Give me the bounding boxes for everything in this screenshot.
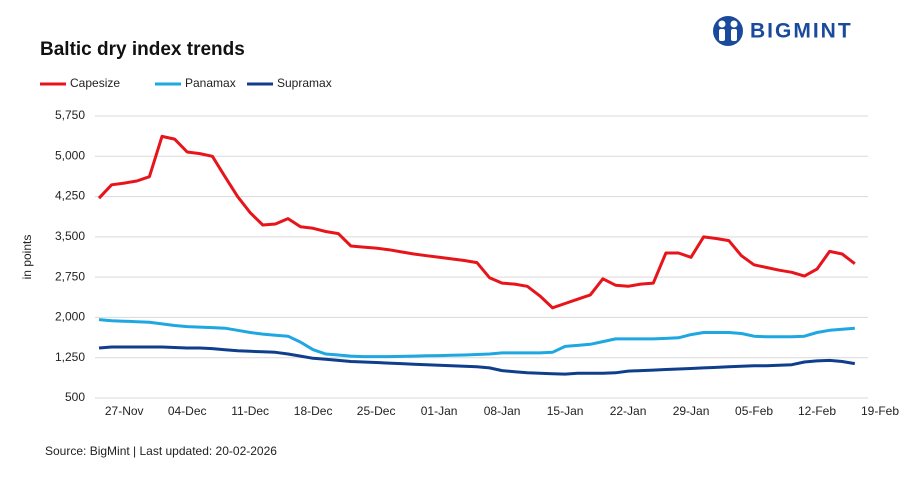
x-tick-label: 15-Jan — [547, 404, 584, 418]
y-tick-label: 2,750 — [55, 269, 85, 283]
legend-label: Capesize — [70, 76, 120, 90]
y-tick-label: 5,750 — [55, 108, 85, 122]
logo: BIGMINT — [713, 16, 853, 46]
series-line — [97, 134, 856, 310]
logo-icon — [718, 20, 726, 28]
x-tick-label: 19-Feb — [861, 404, 899, 418]
x-tick-label: 04-Dec — [168, 404, 207, 418]
legend-label: Panamax — [185, 76, 236, 90]
logo-text: BIGMINT — [750, 20, 853, 43]
logo-icon — [731, 29, 737, 41]
x-tick-label: 18-Dec — [294, 404, 333, 418]
y-tick-label: 4,250 — [55, 189, 85, 203]
x-tick-label: 25-Dec — [357, 404, 396, 418]
logo-icon — [719, 29, 725, 41]
source-note: Source: BigMint | Last updated: 20-02-20… — [45, 444, 277, 458]
y-tick-label: 2,000 — [55, 310, 85, 324]
x-tick-label: 11-Dec — [231, 404, 269, 418]
x-tick-label: 27-Nov — [105, 404, 144, 418]
y-axis-label: in points — [20, 235, 34, 280]
y-tick-label: 500 — [65, 390, 85, 404]
x-tick-label: 29-Jan — [673, 404, 710, 418]
x-tick-label: 12-Feb — [798, 404, 836, 418]
series-line — [98, 345, 856, 376]
chart-title: Baltic dry index trends — [40, 39, 245, 60]
x-tick-label: 08-Jan — [484, 404, 521, 418]
x-tick-label: 22-Jan — [610, 404, 647, 418]
logo-icon — [713, 16, 743, 46]
x-tick-label: 05-Feb — [735, 404, 773, 418]
series-line — [98, 318, 855, 359]
legend-label: Supramax — [277, 76, 332, 90]
y-tick-label: 5,000 — [55, 148, 85, 162]
logo-icon — [730, 20, 738, 28]
y-tick-label: 1,250 — [55, 350, 85, 364]
x-tick-label: 01-Jan — [421, 404, 458, 418]
y-tick-label: 3,500 — [55, 229, 85, 243]
